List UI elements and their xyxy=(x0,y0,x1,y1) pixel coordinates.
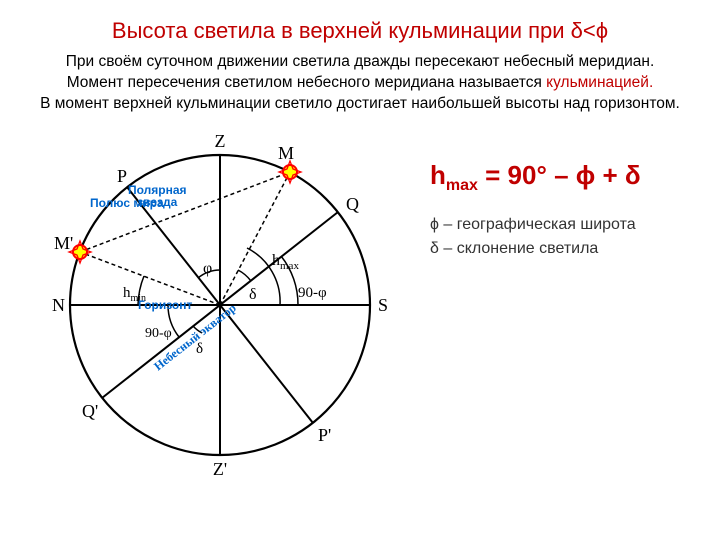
formula-panel: hmax = 90° – ϕ + δ ϕ – географическая ши… xyxy=(400,125,641,485)
label-90phi-r: 90-φ xyxy=(298,285,327,301)
page-title: Высота светила в верхней кульминации при… xyxy=(0,0,720,52)
intro-line-1: При своём суточном движении светила дваж… xyxy=(66,53,655,70)
label-mp: M' xyxy=(54,233,73,253)
def-delta: δ – склонение светила xyxy=(430,237,641,261)
intro-line-2a: Момент пересечения светилом небесного ме… xyxy=(67,74,546,91)
formula: hmax = 90° – ϕ + δ xyxy=(430,160,641,195)
label-phi: φ xyxy=(203,260,212,277)
label-q: Q xyxy=(346,194,359,214)
label-n: N xyxy=(52,295,65,315)
celestial-sphere-diagram: Z Z' P P' N S Q Q' M M' hmax δ 90-φ φ hm… xyxy=(20,125,400,485)
label-z: Z xyxy=(215,131,226,151)
label-90phi-l: 90-φ xyxy=(145,326,172,341)
label-s: S xyxy=(378,295,388,315)
label-hmax: hmax xyxy=(272,252,299,272)
intro-paragraph: При своём суточном движении светила дваж… xyxy=(0,52,720,125)
label-zp: Z' xyxy=(213,459,227,479)
definitions: ϕ – географическая широта δ – склонение … xyxy=(430,213,641,261)
label-pp: P' xyxy=(318,425,331,445)
label-delta: δ xyxy=(249,286,257,303)
def-phi: ϕ – географическая широта xyxy=(430,213,641,237)
label-qp: Q' xyxy=(82,401,98,421)
intro-highlight: кульминацией. xyxy=(546,74,653,91)
label-horizon: Горизонт xyxy=(138,299,192,311)
label-p: P xyxy=(117,166,127,186)
label-m: M xyxy=(278,143,294,163)
intro-line-3: В момент верхней кульминации светило дос… xyxy=(40,95,680,112)
label-pole: Полюс мира xyxy=(90,197,164,209)
